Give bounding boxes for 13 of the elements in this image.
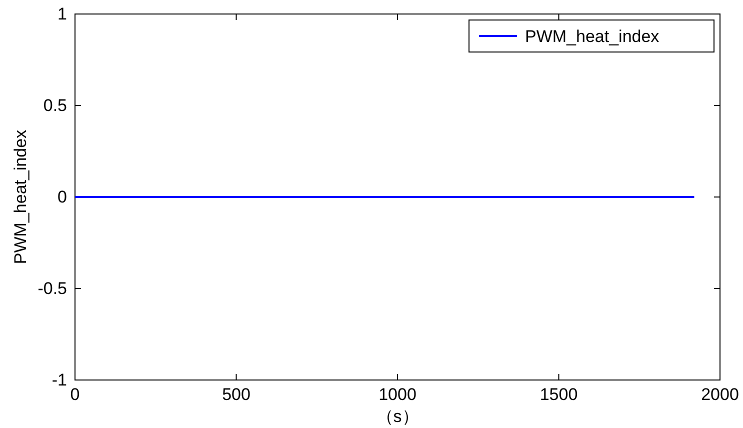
x-tick-label: 2000 xyxy=(701,385,739,404)
x-tick-label: 0 xyxy=(70,385,80,404)
y-tick-label: 1 xyxy=(58,4,67,24)
x-tick-label: 1500 xyxy=(540,385,578,404)
y-axis-title: PWM_heat_index xyxy=(11,129,30,264)
y-tick-label: 0.5 xyxy=(43,96,67,115)
y-tick-label: 0 xyxy=(58,187,67,206)
y-tick-label: -1 xyxy=(52,370,67,390)
x-axis-title: （s） xyxy=(376,407,419,426)
legend-label: PWM_heat_index xyxy=(525,27,660,46)
x-tick-label: 1000 xyxy=(378,385,416,404)
y-tick-label: -0.5 xyxy=(38,278,67,298)
x-tick-label: 500 xyxy=(222,385,250,404)
